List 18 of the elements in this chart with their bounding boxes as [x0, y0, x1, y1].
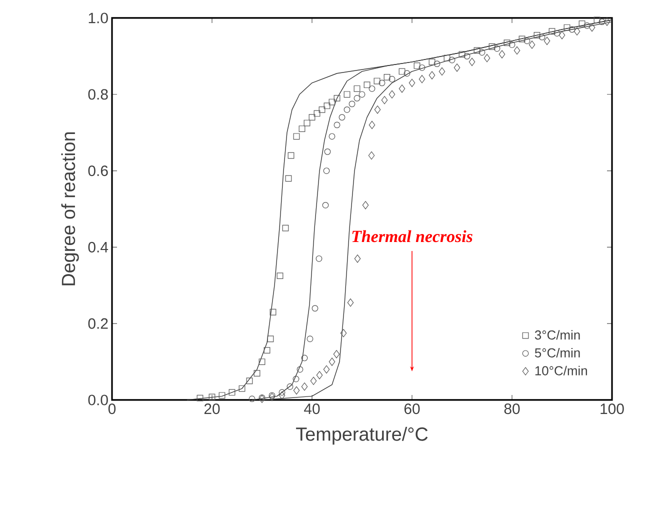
x-tick-label: 80 — [504, 404, 520, 414]
x-tick-label: 0 — [108, 404, 116, 414]
y-tick-label: 1.0 — [88, 12, 108, 24]
y-tick-label: 0.6 — [88, 165, 108, 176]
y-axis-title: Degree of reaction — [61, 132, 79, 286]
y-tick-label: 0.8 — [88, 89, 108, 100]
y-tick-label: 0.4 — [88, 242, 108, 252]
x-axis-title: Temperature/°C — [296, 426, 428, 445]
x-tick-label: 20 — [204, 404, 220, 414]
x-tick-label: 60 — [404, 404, 420, 414]
x-tick-label: 100 — [600, 404, 624, 414]
annotation: Thermal necrosis — [352, 230, 472, 242]
y-tick-label: 0.0 — [88, 394, 108, 406]
legend-label: 10°C/min — [535, 366, 587, 376]
legend-label: 3°C/min — [534, 330, 580, 340]
x-tick-label: 40 — [304, 404, 320, 414]
y-tick-label: 0.2 — [88, 318, 108, 329]
legend-label: 5°C/min — [534, 348, 580, 358]
